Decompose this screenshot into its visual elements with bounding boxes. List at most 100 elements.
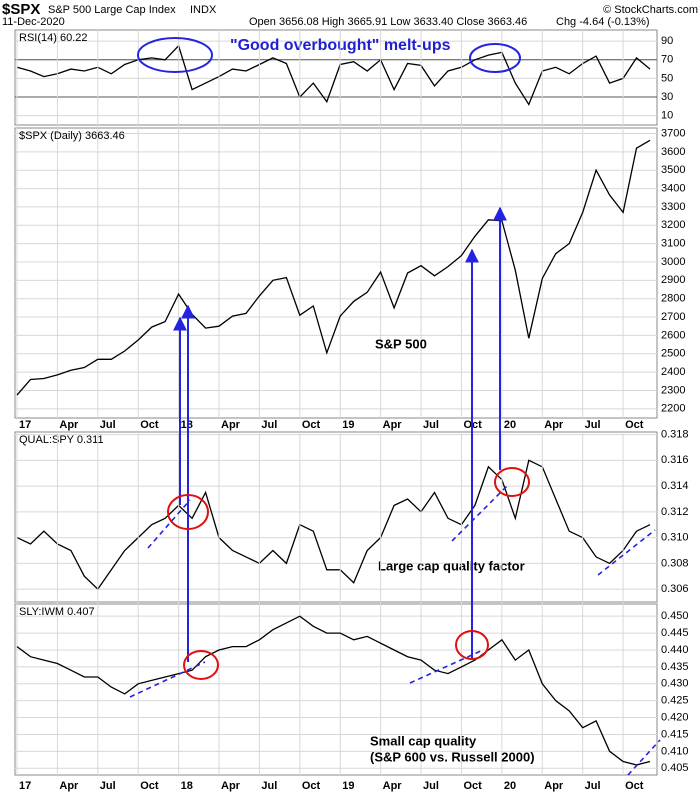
y-tick-label: 2300 xyxy=(661,384,685,396)
y-tick-label: 10 xyxy=(661,110,673,122)
y-tick-label: 50 xyxy=(661,72,673,84)
y-tick-label: 0.405 xyxy=(661,762,689,774)
y-tick-label: 0.420 xyxy=(661,711,689,723)
x-tick-label: Apr xyxy=(59,419,79,431)
panel-label: RSI(14) 60.22 xyxy=(19,32,87,44)
y-tick-label: 0.430 xyxy=(661,678,689,690)
annotation: S&P 500 xyxy=(375,336,427,351)
x-tick-label: Jul xyxy=(423,780,439,792)
x-tick-label: Oct xyxy=(625,780,644,792)
highlight-circle xyxy=(494,467,530,497)
x-tick-label: 19 xyxy=(342,419,354,431)
x-tick-label: Apr xyxy=(221,419,241,431)
exchange: INDX xyxy=(190,4,217,16)
credit: © StockCharts.com xyxy=(603,4,698,16)
y-tick-label: 0.410 xyxy=(661,745,689,757)
x-tick-label: Apr xyxy=(383,419,403,431)
y-tick-label: 0.306 xyxy=(661,583,689,595)
x-tick-label: Oct xyxy=(302,780,321,792)
y-tick-label: 0.312 xyxy=(661,506,689,518)
x-tick-label: 18 xyxy=(181,419,193,431)
y-tick-label: 0.440 xyxy=(661,644,689,656)
y-tick-label: 2900 xyxy=(661,274,685,286)
highlight-ellipse xyxy=(469,43,521,73)
panel-frame xyxy=(14,29,658,126)
highlight-ellipse xyxy=(137,37,213,73)
x-tick-label: Oct xyxy=(625,419,644,431)
x-tick-label: Apr xyxy=(544,419,564,431)
x-tick-label: Oct xyxy=(140,419,159,431)
x-tick-label: Jul xyxy=(261,780,277,792)
x-tick-label: Oct xyxy=(140,780,159,792)
annotation: (S&P 600 vs. Russell 2000) xyxy=(370,749,535,764)
y-tick-label: 2500 xyxy=(661,348,685,360)
trend-line xyxy=(409,649,484,684)
y-tick-label: 90 xyxy=(661,35,673,47)
x-tick-label: 20 xyxy=(504,419,516,431)
x-tick-label: Apr xyxy=(544,780,564,792)
index-name: S&P 500 Large Cap Index xyxy=(48,4,176,16)
y-tick-label: 3100 xyxy=(661,238,685,250)
y-tick-label: 0.450 xyxy=(661,610,689,622)
x-tick-label: 20 xyxy=(504,780,516,792)
x-tick-label: 17 xyxy=(19,780,31,792)
x-tick-label: Apr xyxy=(221,780,241,792)
y-tick-label: 0.308 xyxy=(661,557,689,569)
x-tick-label: Apr xyxy=(59,780,79,792)
y-tick-label: 3500 xyxy=(661,164,685,176)
price-line xyxy=(16,615,651,766)
y-tick-label: 2800 xyxy=(661,293,685,305)
x-tick-label: Jul xyxy=(100,780,116,792)
annotation: Small cap quality xyxy=(370,733,477,748)
price-line xyxy=(16,44,651,106)
panel-label: $SPX (Daily) 3663.46 xyxy=(19,130,125,142)
annotations-overlay xyxy=(129,37,661,776)
y-tick-label: 0.445 xyxy=(661,627,689,639)
trend-line xyxy=(627,739,661,776)
highlight-circle xyxy=(455,630,489,660)
y-tick-label: 2400 xyxy=(661,366,685,378)
y-tick-label: 0.314 xyxy=(661,480,689,492)
y-tick-label: 0.310 xyxy=(661,532,689,544)
trend-line xyxy=(129,661,206,698)
x-tick-label: 19 xyxy=(342,780,354,792)
x-tick-label: 17 xyxy=(19,419,31,431)
x-tick-label: Jul xyxy=(423,419,439,431)
y-tick-label: 3300 xyxy=(661,201,685,213)
price-line xyxy=(16,459,651,591)
x-tick-label: Oct xyxy=(302,419,321,431)
panel-frame xyxy=(14,127,658,419)
y-tick-label: 2700 xyxy=(661,311,685,323)
y-tick-label: 3400 xyxy=(661,182,685,194)
y-tick-label: 0.316 xyxy=(661,454,689,466)
y-tick-label: 2600 xyxy=(661,329,685,341)
y-tick-label: 3700 xyxy=(661,127,685,139)
trend-line xyxy=(597,529,656,576)
ohlc: Open 3656.08 High 3665.91 Low 3633.40 Cl… xyxy=(249,16,527,28)
symbol: $SPX xyxy=(2,1,40,18)
highlight-circle xyxy=(167,494,209,530)
change: Chg -4.64 (-0.13%) xyxy=(556,16,650,28)
x-tick-label: Jul xyxy=(261,419,277,431)
y-tick-label: 0.435 xyxy=(661,661,689,673)
x-tick-label: Jul xyxy=(585,419,601,431)
y-tick-label: 3000 xyxy=(661,256,685,268)
x-tick-label: Oct xyxy=(463,780,482,792)
panel-label: QUAL:SPY 0.311 xyxy=(19,434,104,446)
y-tick-label: 70 xyxy=(661,54,673,66)
x-tick-label: Apr xyxy=(383,780,403,792)
y-tick-label: 0.425 xyxy=(661,695,689,707)
y-tick-label: 2200 xyxy=(661,403,685,415)
y-tick-label: 30 xyxy=(661,91,673,103)
panel-label: SLY:IWM 0.407 xyxy=(19,606,95,618)
x-tick-label: Jul xyxy=(585,780,601,792)
highlight-circle xyxy=(183,650,219,680)
price-line xyxy=(16,139,651,396)
panel-frame xyxy=(14,431,658,603)
date: 11-Dec-2020 xyxy=(2,16,65,28)
trend-line xyxy=(451,484,509,542)
y-tick-label: 0.318 xyxy=(661,428,689,440)
trend-line xyxy=(147,499,191,549)
